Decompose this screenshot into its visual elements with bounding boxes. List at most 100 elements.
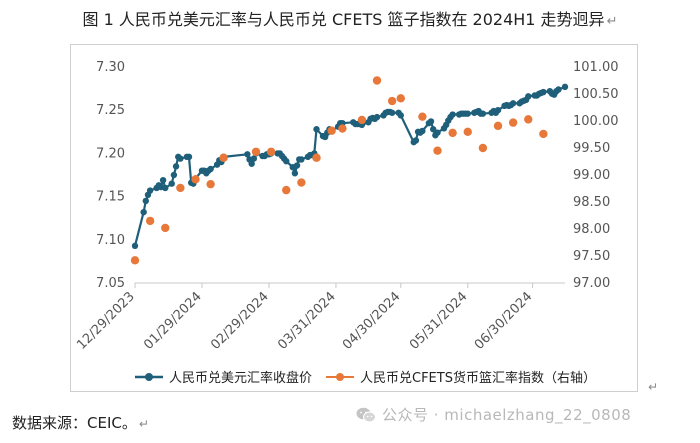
x-tick-label: 06/30/2024	[472, 289, 536, 353]
usdcny-point	[159, 176, 167, 184]
usdcny-point	[373, 113, 381, 121]
x-tick-label: 12/29/2023	[74, 289, 138, 353]
cfets-point	[312, 153, 321, 162]
usdcny-point	[561, 83, 569, 91]
cfets-point	[161, 223, 170, 233]
cfets-point	[448, 128, 457, 138]
cfets-point	[387, 96, 397, 106]
y-tick-label: 7.30	[96, 60, 125, 75]
cfets-point	[130, 256, 140, 265]
usdcny-point	[479, 110, 487, 117]
cfets-point	[145, 216, 155, 226]
chart-svg: 7.05 7.10 7.15 7.20 7.25 7.30 97.00 97.50 98.00 9…	[74, 60, 619, 386]
usdcny-point	[177, 155, 184, 162]
y-tick-label: 7.10	[96, 233, 125, 248]
y2-tick-label: 99.00	[573, 168, 610, 183]
return-mark-icon: ↵	[648, 380, 659, 394]
legend-dot-marker	[336, 373, 344, 381]
figure-title-text: 图 1 人民币兑美元汇率与人民币兑 CFETS 篮子指数在 2024H1 走势迥…	[82, 10, 605, 29]
usdcny-point	[555, 86, 562, 93]
watermark: 公众号 · michaelzhang_22_0808	[356, 404, 631, 425]
y-tick-label: 7.05	[96, 276, 125, 291]
y2-tick-label: 98.00	[573, 222, 610, 237]
usdcny-point	[427, 118, 435, 125]
y2-tick-label: 99.50	[573, 141, 610, 156]
chart-frame: 7.05 7.10 7.15 7.20 7.25 7.30 97.00 97.50 98.00 9…	[70, 44, 638, 392]
cfets-point	[338, 124, 347, 133]
y2-tick-label: 97.50	[573, 249, 610, 264]
x-tick-label: 03/31/2024	[275, 289, 339, 353]
usdcny-point	[250, 155, 258, 162]
cfets-point	[539, 129, 548, 139]
usdcny-point	[494, 107, 502, 114]
cfets-point	[433, 146, 442, 155]
cfets-point	[282, 185, 291, 195]
legend-cfets-label: 人民币兑CFETS货币篮汇率指数（右轴）	[360, 370, 596, 386]
usdcny-point	[388, 109, 396, 116]
usdcny-point	[170, 171, 178, 179]
usdcny-point	[207, 165, 214, 173]
usdcny-point	[146, 187, 154, 194]
x-tick-label: 05/31/2024	[407, 289, 471, 353]
cfets-point	[493, 121, 503, 131]
wechat-icon	[356, 407, 376, 422]
y-tick-label: 7.15	[96, 190, 125, 205]
watermark-text: 公众号 · michaelzhang_22_0808	[382, 406, 632, 424]
data-source-note: 数据来源：CEIC。 ↵	[12, 412, 149, 433]
y2-tick-label: 97.00	[573, 276, 610, 291]
usdcny-point	[131, 242, 139, 250]
return-mark-icon: ↵	[606, 14, 618, 29]
usdcny-point	[540, 88, 547, 96]
cfets-point	[478, 143, 488, 153]
y-tick-label: 7.25	[96, 103, 125, 118]
cfets-point	[372, 76, 382, 85]
usdcny-point	[168, 180, 175, 187]
cfets-point	[176, 183, 185, 193]
usdcny-point	[525, 93, 532, 100]
y-tick-label: 7.20	[96, 146, 125, 161]
cfets-point	[357, 115, 367, 125]
usdcny-point	[140, 208, 147, 216]
return-mark-icon: ↵	[138, 417, 149, 431]
usdcny-point	[244, 151, 251, 158]
usdcny-point	[298, 156, 305, 163]
usdcny-point	[434, 129, 441, 136]
cfets-point	[327, 126, 336, 135]
usdcny-point	[142, 197, 150, 205]
usdcny-point	[464, 110, 471, 117]
cfets-point	[396, 94, 405, 103]
x-tick-label: 04/30/2024	[340, 289, 404, 353]
cfets-point	[463, 127, 472, 136]
usdcny-point	[419, 127, 426, 135]
usdcny-point	[429, 126, 437, 133]
usdcny-point	[248, 160, 255, 167]
y2-tick-label: 98.50	[573, 195, 610, 210]
cfets-point	[508, 118, 518, 127]
figure-title: 图 1 人民币兑美元汇率与人民币兑 CFETS 篮子指数在 2024H1 走势迥…	[0, 6, 700, 30]
usdcny-point	[162, 184, 169, 192]
y2-tick-label: 100.50	[573, 87, 619, 102]
cfets-point	[206, 179, 215, 189]
cfets-point	[266, 147, 276, 156]
legend-line-marker	[145, 373, 153, 381]
usdcny-point	[293, 162, 301, 169]
legend-usdcny-label: 人民币兑美元汇率收盘价	[169, 370, 312, 386]
cfets-point	[251, 147, 261, 156]
cfets-point	[418, 112, 427, 121]
y2-tick-label: 100.00	[573, 114, 619, 129]
usdcny-point	[172, 163, 180, 170]
data-source-text: 数据来源：CEIC。	[12, 414, 137, 432]
x-tick-label: 02/29/2024	[208, 289, 272, 353]
usdcny-point	[283, 157, 290, 165]
usdcny-point	[449, 111, 456, 118]
cfets-point	[524, 115, 533, 124]
usdcny-point	[185, 153, 193, 161]
usdcny-point	[509, 100, 517, 107]
x-tick-label: 01/29/2024	[141, 289, 205, 353]
usdcny-point	[313, 126, 320, 133]
cfets-point	[297, 178, 306, 187]
y2-tick-label: 101.00	[573, 60, 619, 75]
usdcny-point	[397, 112, 404, 119]
cfets-point	[191, 175, 200, 184]
usdcny-point	[291, 170, 299, 177]
